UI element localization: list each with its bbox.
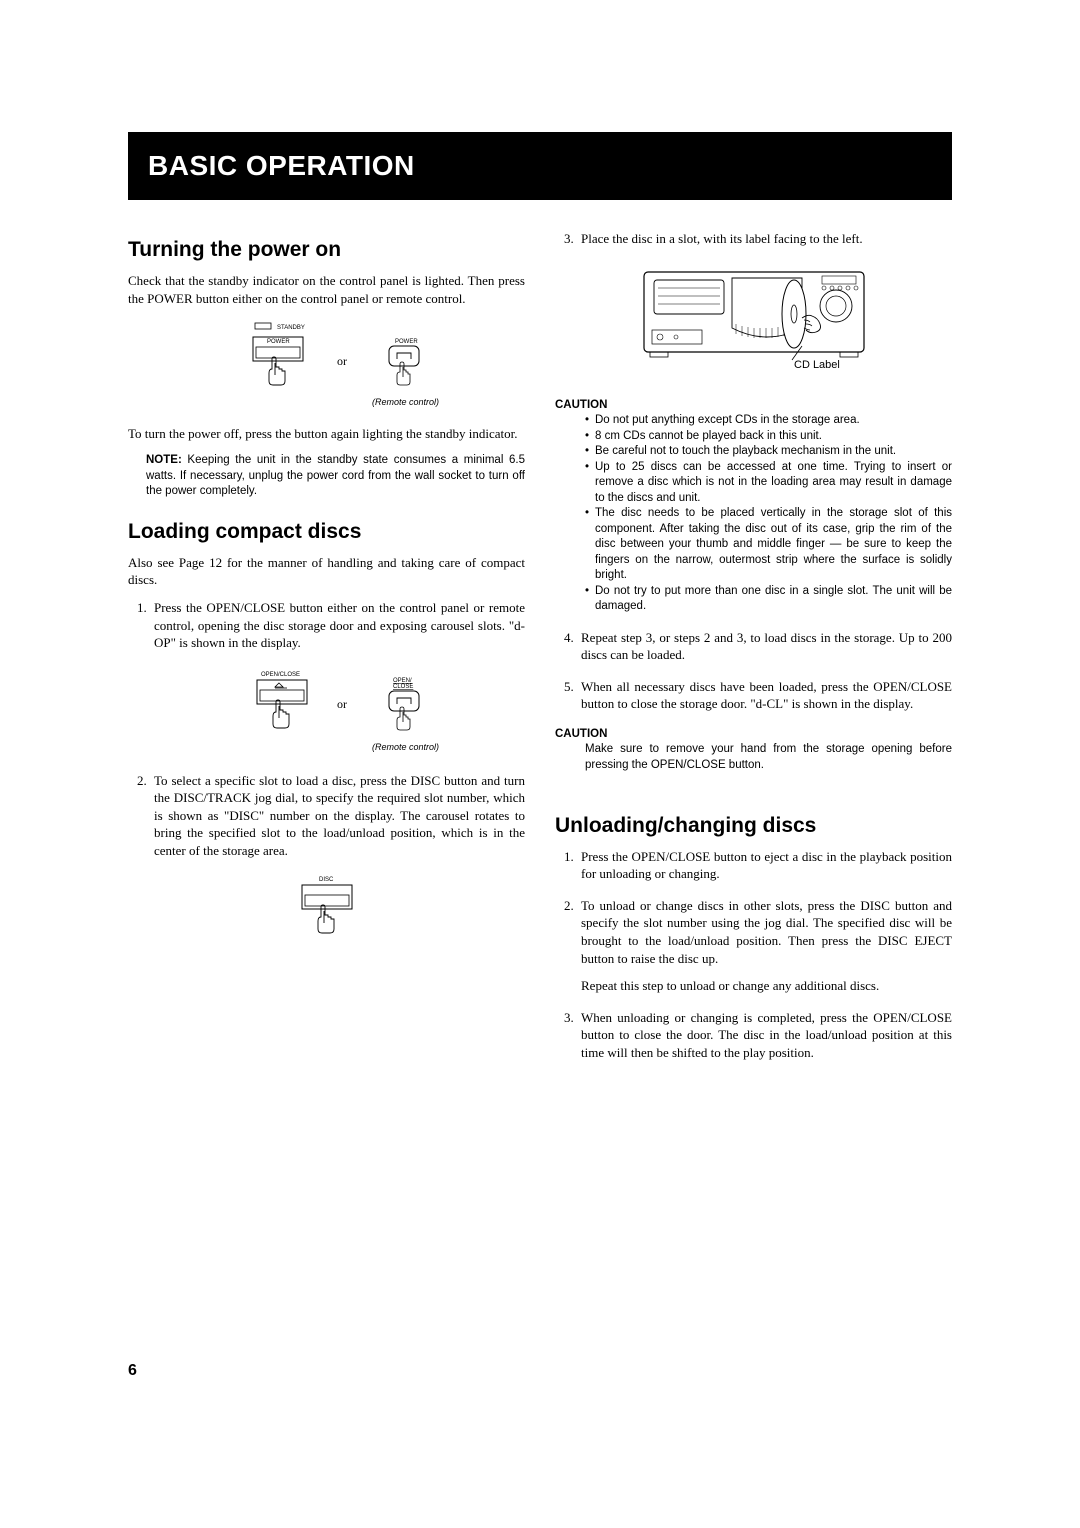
caution-item: Do not put anything except CDs in the st… <box>585 413 952 429</box>
two-column-layout: Turning the power on Check that the stan… <box>128 230 952 1075</box>
power-label: POWER <box>267 339 290 345</box>
note-label: NOTE: <box>146 454 182 466</box>
caution-2-body: Make sure to remove your hand from the s… <box>555 742 952 773</box>
unloading-steps: Press the OPEN/CLOSE button to eject a d… <box>555 848 952 1061</box>
cd-label-text: CD Label <box>794 359 840 371</box>
power-intro: Check that the standby indicator on the … <box>128 272 525 307</box>
loading-steps-4: Repeat step 3, or steps 2 and 3, to load… <box>555 629 952 713</box>
figure-power-buttons: STANDBY POWER or POWER (Remote control <box>128 319 525 409</box>
remote-openclose-b: CLOSE <box>393 684 413 690</box>
loading-intro: Also see Page 12 for the manner of handl… <box>128 554 525 589</box>
heading-power-on: Turning the power on <box>128 236 525 264</box>
right-column: Place the disc in a slot, with its label… <box>555 230 952 1075</box>
or-text: or <box>337 354 347 368</box>
standby-label: STANDBY <box>277 325 305 331</box>
caution-1-heading: CAUTION <box>555 398 952 414</box>
unload-step-2b: Repeat this step to unload or change any… <box>581 977 952 995</box>
caution-item: Be careful not to touch the playback mec… <box>585 444 952 460</box>
caution-item: 8 cm CDs cannot be played back in this u… <box>585 429 952 445</box>
unload-step-2-text: To unload or change discs in other slots… <box>581 898 952 966</box>
or-text-2: or <box>337 697 347 711</box>
unload-step-2: To unload or change discs in other slots… <box>577 897 952 995</box>
unload-step-1: Press the OPEN/CLOSE button to eject a d… <box>577 848 952 883</box>
caution-item: The disc needs to be placed vertically i… <box>585 506 952 584</box>
remote-caption-2: (Remote control) <box>372 742 439 752</box>
figure-openclose-buttons: OPEN/CLOSE or OPEN/ CLOSE (Remote contro… <box>128 666 525 756</box>
caution-1-list: Do not put anything except CDs in the st… <box>555 413 952 615</box>
figure-disc-button: DISC <box>128 873 525 943</box>
banner-title: BASIC OPERATION <box>148 150 932 182</box>
openclose-label: OPEN/CLOSE <box>261 672 300 678</box>
disc-label: DISC <box>319 877 334 883</box>
loading-steps: Press the OPEN/CLOSE button either on th… <box>128 599 525 652</box>
figure-cd-player: CD Label <box>555 262 952 382</box>
loading-step-5: When all necessary discs have been loade… <box>577 678 952 713</box>
power-off-text: To turn the power off, press the button … <box>128 425 525 443</box>
page-number: 6 <box>128 1362 137 1380</box>
note-body: Keeping the unit in the standby state co… <box>146 454 525 497</box>
loading-steps-2: To select a specific slot to load a disc… <box>128 772 525 860</box>
left-column: Turning the power on Check that the stan… <box>128 230 525 1075</box>
loading-step-1: Press the OPEN/CLOSE button either on th… <box>150 599 525 652</box>
remote-caption: (Remote control) <box>372 397 439 407</box>
heading-loading: Loading compact discs <box>128 518 525 546</box>
loading-step-3: Place the disc in a slot, with its label… <box>577 230 952 248</box>
heading-unloading: Unloading/changing discs <box>555 812 952 840</box>
caution-item: Do not try to put more than one disc in … <box>585 584 952 615</box>
remote-power-label: POWER <box>395 339 418 345</box>
section-banner: BASIC OPERATION <box>128 132 952 200</box>
caution-item: Up to 25 discs can be accessed at one ti… <box>585 460 952 507</box>
loading-step-4: Repeat step 3, or steps 2 and 3, to load… <box>577 629 952 664</box>
loading-step-2: To select a specific slot to load a disc… <box>150 772 525 860</box>
loading-steps-3: Place the disc in a slot, with its label… <box>555 230 952 248</box>
unload-step-3: When unloading or changing is completed,… <box>577 1009 952 1062</box>
caution-2-heading: CAUTION <box>555 727 952 743</box>
note-block: NOTE: Keeping the unit in the standby st… <box>128 453 525 500</box>
